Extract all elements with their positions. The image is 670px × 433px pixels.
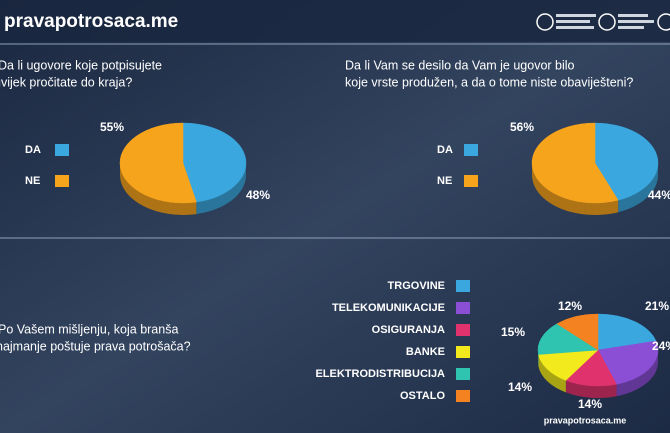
legend-swatch (456, 368, 470, 380)
logo-text-line (556, 26, 594, 29)
pie-slice-side (565, 380, 617, 398)
legend-swatch (464, 175, 478, 187)
question: Da li Vam se desilo da Vam je ugovor bil… (345, 58, 575, 72)
value-label: 12% (558, 299, 582, 313)
legend-label: BANKE (406, 346, 445, 358)
pie-slice-side (196, 163, 246, 215)
pie-slice (531, 122, 619, 204)
value-label: 14% (578, 397, 602, 411)
value-label: 44% (648, 188, 670, 202)
pie-slice (119, 122, 197, 204)
value-label: 48% (246, 188, 270, 202)
pie-slice (182, 122, 247, 203)
value-label: 14% (508, 380, 532, 394)
question: Po Vašem mišljenju, koja branša (0, 322, 178, 336)
pie-slice (538, 349, 599, 381)
logo-gov (536, 13, 554, 31)
legend-swatch (456, 324, 470, 336)
legend-label: OSTALO (400, 390, 445, 402)
legend-swatch (456, 280, 470, 292)
pie-slice-side (616, 350, 658, 397)
value-label: 24% (652, 339, 670, 353)
pie-slice-side (119, 163, 197, 216)
pie-slice (597, 313, 657, 351)
value-label: 21% (645, 299, 669, 313)
legend-swatch (456, 302, 470, 314)
pie-slice-side (618, 163, 658, 213)
legend-label: TELEKOMUNIKACIJE (332, 302, 445, 314)
pie-slice (556, 313, 599, 351)
question: najmanje poštuje prava potrošača? (0, 339, 191, 353)
value-label: 15% (501, 325, 525, 339)
logo-ministry (598, 13, 616, 31)
legend-swatch (55, 144, 69, 156)
legend-swatch (456, 390, 470, 402)
question: Da li ugovore koje potpisujete (0, 58, 162, 72)
legend-label: TRGOVINE (388, 280, 445, 292)
logo-text-line (618, 20, 654, 23)
value-label: 55% (100, 120, 124, 134)
question: koje vrste produžen, a da o tome niste o… (345, 75, 633, 89)
legend-swatch (464, 144, 478, 156)
logo-text-line (556, 20, 590, 23)
legend-label: NE (437, 175, 452, 187)
legend-label: DA (25, 144, 41, 156)
legend-label: DA (437, 144, 453, 156)
question: uvijek pročitate do kraja? (0, 75, 132, 89)
logo-text-line (556, 14, 596, 17)
legend-label: ELEKTRODISTRIBUCIJA (315, 368, 445, 380)
pie-slice (597, 340, 659, 385)
logo-other (657, 13, 670, 31)
pie-slice (565, 349, 617, 387)
legend-swatch (456, 346, 470, 358)
legend-label: NE (25, 175, 40, 187)
legend-swatch (55, 175, 69, 187)
header-site: pravapotrosaca.me (4, 11, 178, 32)
legend-label: OSIGURANJA (372, 324, 445, 336)
logo-text-line (618, 14, 648, 17)
footer-site: pravapotrosaca.me (544, 415, 627, 425)
pie-slice (594, 122, 659, 201)
pie-slice (537, 323, 599, 355)
value-label: 56% (510, 120, 534, 134)
logo-text-line (618, 26, 644, 29)
pie-slice-side (532, 163, 619, 216)
